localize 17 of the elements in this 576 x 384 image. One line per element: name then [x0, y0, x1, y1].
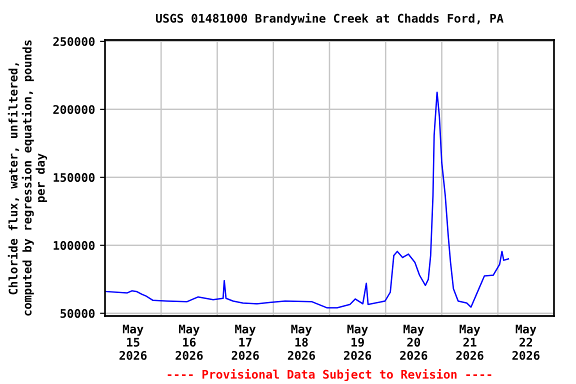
y-tick-label: 200000 — [53, 105, 95, 114]
x-tick-label: May 20 2026 — [400, 324, 428, 360]
x-tick-label: May 15 2026 — [120, 324, 147, 360]
text: ---- Provisional Data Subject to Revision ---- — [168, 368, 492, 382]
x-tick-label: May 17 2026 — [232, 324, 259, 360]
y-axis-title: Chloride flux, water, unfiltered, computed by regression equation, pounds per day — [8, 40, 48, 316]
x-tick-label: May 21 2026 — [456, 324, 484, 360]
x-tick-label: May 16 2026 — [176, 324, 203, 360]
x-tick-label: May 22 2026 — [512, 324, 540, 360]
y-tick-label: 50000 — [60, 309, 95, 318]
line-series — [105, 92, 510, 309]
x-tick-label: May 18 2026 — [288, 324, 316, 360]
chart-title: USGS 01481000 Brandywine Creek at Chadds Ford, PA — [156, 12, 504, 26]
y-tick-label: 100000 — [54, 241, 95, 250]
y-tick-label: 250000 — [53, 37, 95, 46]
x-tick-label: May 19 2026 — [344, 324, 372, 360]
y-tick-label: 150000 — [54, 173, 95, 182]
